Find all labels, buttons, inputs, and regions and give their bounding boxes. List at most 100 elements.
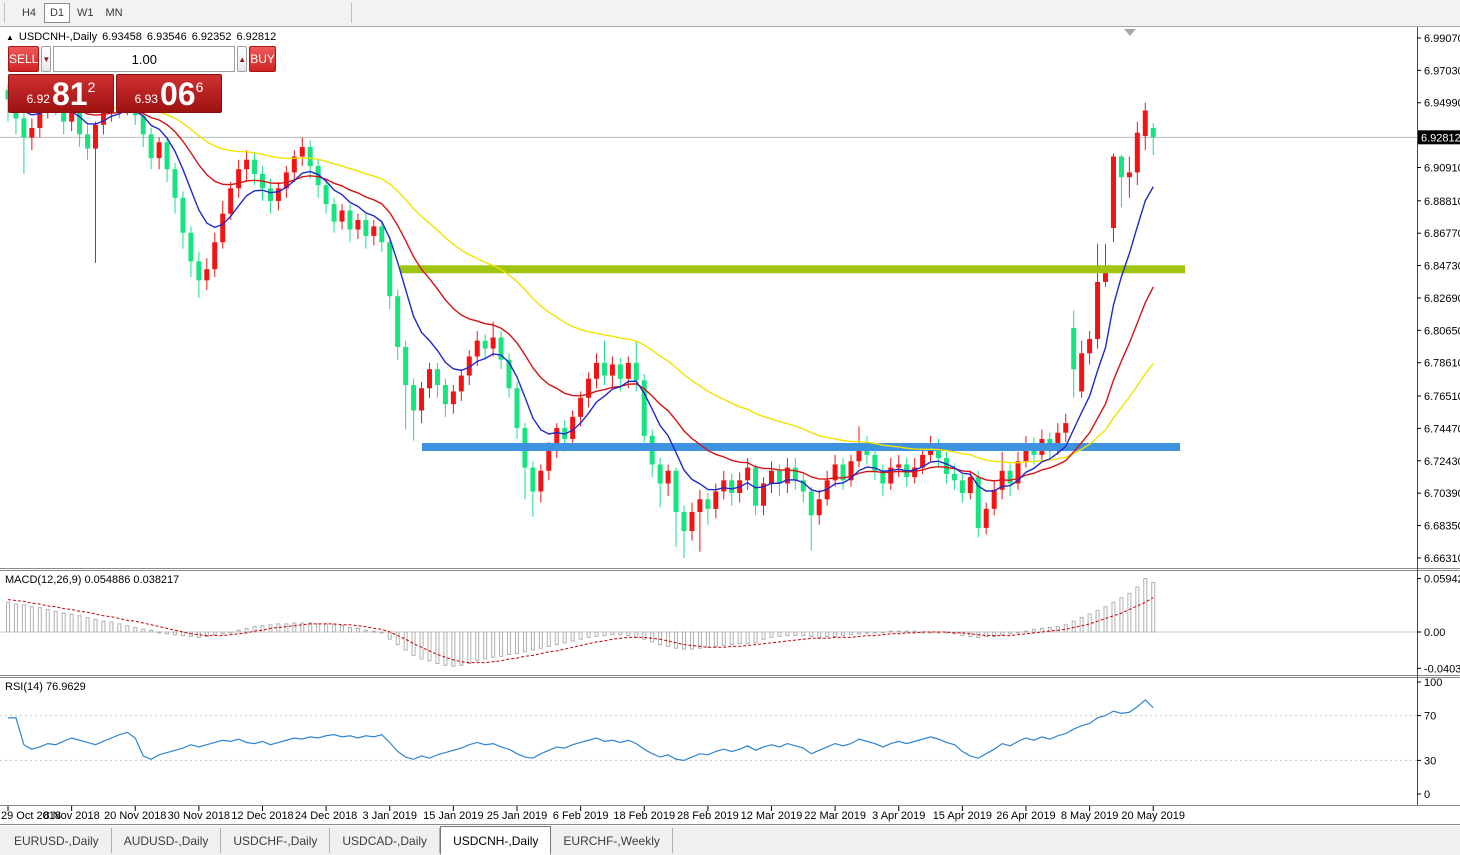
macd-histogram-bar xyxy=(602,631,607,637)
macd-histogram-bar xyxy=(244,627,249,633)
macd-histogram-bar xyxy=(586,631,591,638)
volume-up-button[interactable]: ▲ xyxy=(237,46,248,72)
buy-button[interactable]: BUY xyxy=(249,46,276,72)
price-axis-label: 6.70390 xyxy=(1424,488,1460,500)
chart-tab-usdcad-daily[interactable]: USDCAD-,Daily xyxy=(330,828,441,853)
candle-body xyxy=(578,397,584,417)
macd-histogram-bar xyxy=(85,617,90,633)
macd-histogram-bar xyxy=(1127,592,1132,633)
macd-histogram-bar xyxy=(427,631,432,662)
price-axis-label: 6.97030 xyxy=(1424,65,1460,77)
candle-body xyxy=(729,480,735,493)
volume-input[interactable] xyxy=(53,46,236,72)
chart-tab-usdchf-daily[interactable]: USDCHF-,Daily xyxy=(221,828,331,853)
chart-canvas[interactable]: 6.99070 6.97030 6.94990 6.90910 6.88810 6.867… xyxy=(0,0,1460,826)
price-axis-label: 6.94990 xyxy=(1424,98,1460,110)
date-axis-label: 26 Apr 2019 xyxy=(996,810,1055,822)
macd-histogram-bar xyxy=(689,631,694,650)
macd-histogram-bar xyxy=(459,631,464,666)
price-axis-label: 6.86770 xyxy=(1424,228,1460,240)
macd-histogram-bar xyxy=(1079,617,1084,633)
macd-histogram-bar xyxy=(125,625,130,633)
macd-histogram-bar xyxy=(984,631,989,637)
buy-price-panel[interactable]: 6.93 06 6 xyxy=(116,74,222,113)
macd-histogram-bar xyxy=(554,631,559,646)
date-axis-label: 15 Apr 2019 xyxy=(933,810,992,822)
candle-body xyxy=(1095,281,1101,340)
macd-histogram-bar xyxy=(69,613,74,633)
candle-body xyxy=(633,362,639,381)
toolbar-separator xyxy=(350,3,352,23)
sell-price-panel[interactable]: 6.92 81 2 xyxy=(8,74,114,113)
candle-body xyxy=(85,134,91,149)
macd-histogram-bar xyxy=(483,631,488,660)
macd-histogram-bar xyxy=(1039,627,1044,633)
candle-body xyxy=(721,480,727,492)
candle-body xyxy=(148,134,154,159)
chart-tab-audusd-daily[interactable]: AUDUSD-,Daily xyxy=(112,828,222,853)
price-axis-label: 6.78610 xyxy=(1424,358,1460,370)
candle-body xyxy=(880,470,886,484)
macd-histogram-bar xyxy=(332,624,337,633)
candle-body xyxy=(570,416,576,440)
macd-histogram-bar xyxy=(355,627,360,633)
rsi-axis-label: 30 xyxy=(1424,755,1436,767)
ohlc-close: 6.92812 xyxy=(236,31,277,43)
candle-body xyxy=(808,491,814,516)
macd-histogram-bar xyxy=(634,631,639,638)
macd-histogram-bar xyxy=(912,630,917,633)
candle-body xyxy=(419,388,425,411)
candle-body xyxy=(1134,132,1140,173)
timeframe-button-d1[interactable]: D1 xyxy=(44,3,70,23)
chart-tab-usdcnh-daily[interactable]: USDCNH-,Daily xyxy=(440,826,552,855)
macd-histogram-bar xyxy=(570,631,575,642)
candle-body xyxy=(888,467,894,484)
macd-histogram-bar xyxy=(1008,631,1013,635)
macd-histogram-bar xyxy=(1031,628,1036,633)
rsi-indicator-label: RSI(14) 76.9629 xyxy=(5,681,86,693)
macd-histogram-bar xyxy=(992,631,997,637)
candle-body xyxy=(379,226,385,243)
macd-histogram-bar xyxy=(801,631,806,637)
macd-histogram-bar xyxy=(173,631,178,636)
candle-body xyxy=(275,188,281,201)
macd-histogram-bar xyxy=(292,622,297,633)
ohlc-open: 6.93458 xyxy=(102,31,142,43)
macd-histogram-bar xyxy=(674,631,679,649)
date-axis-label: 6 Feb 2019 xyxy=(553,810,609,822)
macd-histogram-bar xyxy=(745,631,750,645)
macd-histogram-bar xyxy=(363,629,368,633)
date-axis-label: 29 Oct 2018 xyxy=(1,810,61,822)
candle-body xyxy=(856,443,862,462)
price-axis-label: 6.76510 xyxy=(1424,391,1460,403)
macd-histogram-bar xyxy=(642,631,647,640)
volume-down-button[interactable]: ▼ xyxy=(41,46,52,72)
candle-body xyxy=(188,232,194,262)
timeframe-button-h4[interactable]: H4 xyxy=(21,7,37,19)
sell-button[interactable]: SELL xyxy=(8,46,40,72)
chart-tabs-bar: EURUSD-,Daily AUDUSD-,Daily USDCHF-,Daily U… xyxy=(0,826,1460,855)
macd-histogram-bar xyxy=(562,631,567,644)
candle-body xyxy=(411,385,417,411)
macd-histogram-bar xyxy=(610,631,615,636)
candle-body xyxy=(1087,339,1093,354)
timeframe-button-w1[interactable]: W1 xyxy=(77,7,94,19)
chart-tab-eurchf-weekly[interactable]: EURCHF-,Weekly xyxy=(551,828,673,853)
candle-body xyxy=(776,470,782,484)
date-axis-label: 24 Dec 2018 xyxy=(295,810,357,822)
date-axis-label: 25 Jan 2019 xyxy=(487,810,548,822)
ohlc-high: 6.93546 xyxy=(146,31,187,43)
macd-histogram-bar xyxy=(141,628,146,633)
collapse-panel-icon[interactable]: ▲ xyxy=(6,32,14,42)
candle-body xyxy=(554,427,560,449)
macd-histogram-bar xyxy=(785,631,790,637)
macd-histogram-bar xyxy=(260,625,265,633)
candle-body xyxy=(220,213,226,243)
chart-tab-eurusd-daily[interactable]: EURUSD-,Daily xyxy=(2,828,112,853)
macd-histogram-bar xyxy=(522,631,527,653)
candle-body xyxy=(252,159,258,175)
timeframe-group: H4 D1 W1 MN xyxy=(9,0,129,26)
candle-body xyxy=(991,489,997,509)
timeframe-button-mn[interactable]: MN xyxy=(105,7,123,19)
macd-histogram-bar xyxy=(379,631,384,634)
